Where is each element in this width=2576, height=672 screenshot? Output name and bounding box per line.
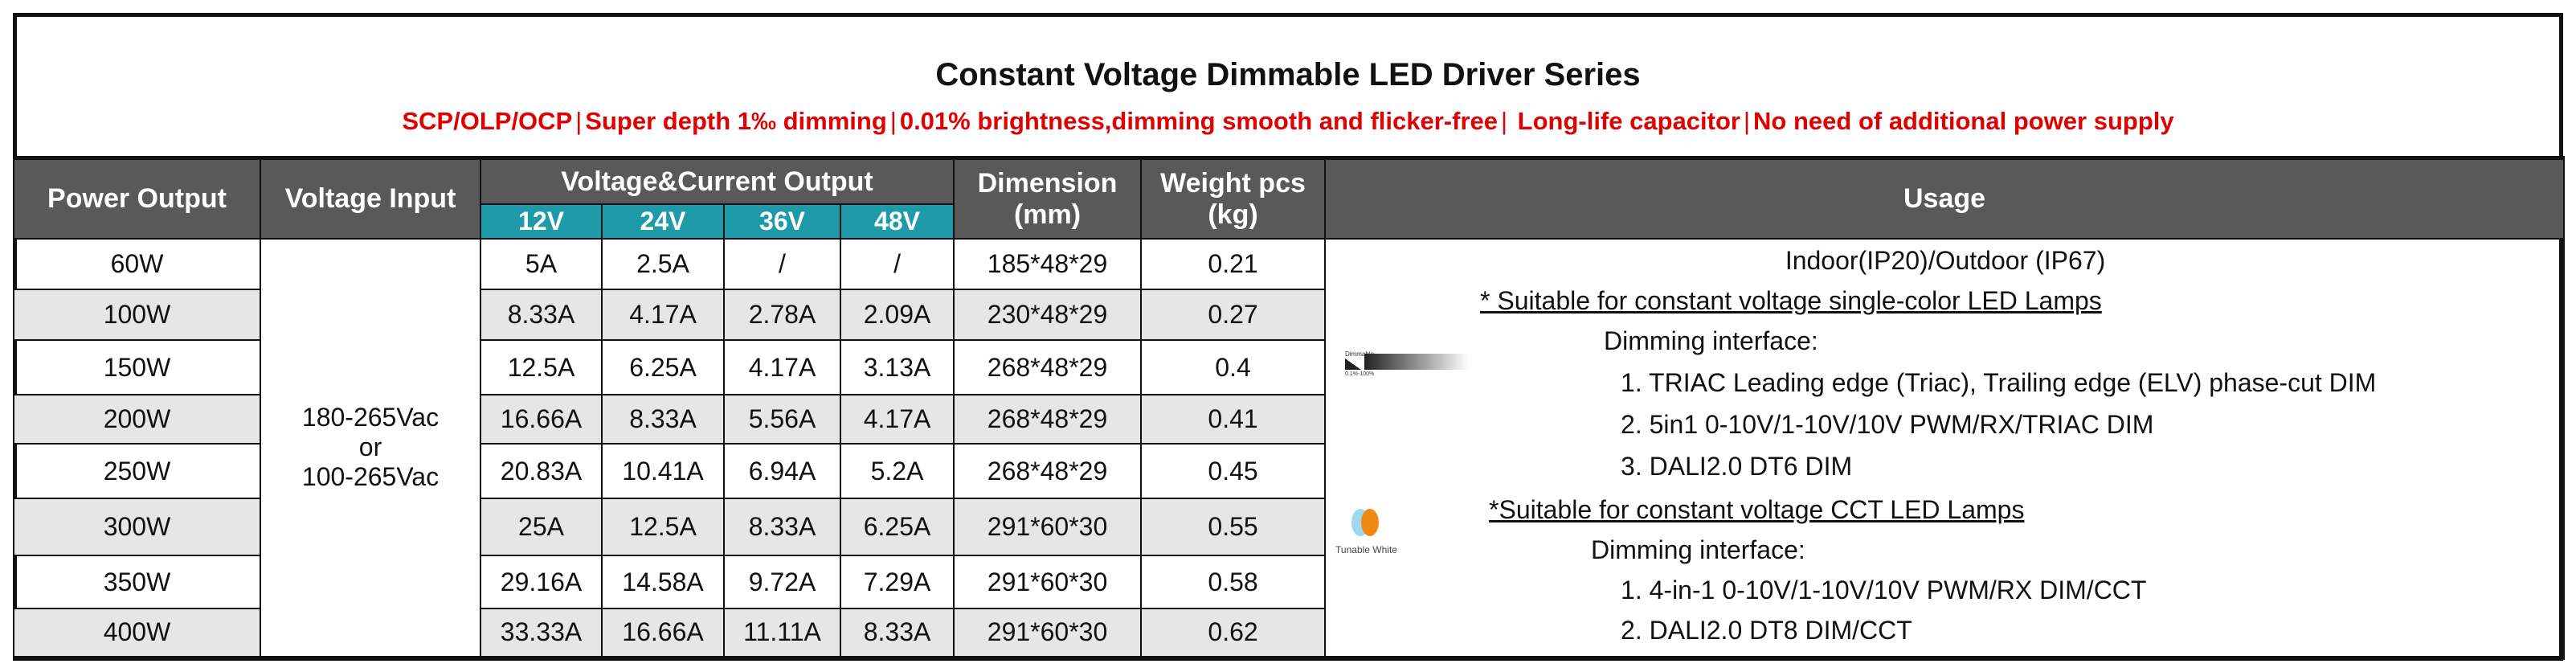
- header-36v: 36V: [723, 203, 841, 240]
- weight-cell: 0.58: [1140, 555, 1327, 609]
- dimension-cell: 291*60*30: [953, 498, 1143, 556]
- current-12v-cell: 29.16A: [480, 555, 603, 609]
- weight-cell: 0.21: [1140, 238, 1327, 290]
- current-36v-cell: 8.33A: [723, 498, 841, 556]
- power-cell: 200W: [13, 394, 261, 445]
- table-row: 100W 8.33A 4.17A 2.78A 2.09A 230*48*29 0…: [13, 289, 2564, 341]
- weight-cell: 0.45: [1140, 443, 1327, 499]
- single-color-heading: * Suitable for constant voltage single-c…: [1480, 286, 2102, 315]
- table-row: 150W 12.5A 6.25A 4.17A 3.13A 268*48*29 0…: [13, 339, 2564, 395]
- power-cell: 300W: [13, 498, 261, 556]
- current-12v-cell: 12.5A: [480, 339, 603, 395]
- current-36v-cell: 2.78A: [723, 289, 841, 341]
- dimension-cell: 291*60*30: [953, 608, 1143, 658]
- current-12v-cell: 5A: [480, 238, 603, 290]
- table-row: 400W 33.33A 16.66A 11.11A 8.33A 291*60*3…: [13, 608, 2564, 658]
- feature-list: SCP/OLP/OCP | Super depth 1‰ dimming | 0.01%…: [402, 107, 2174, 135]
- power-cell: 250W: [13, 443, 261, 499]
- weight-cell: 0.62: [1140, 608, 1327, 658]
- table-row: 350W 29.16A 14.58A 9.72A 7.29A 291*60*30…: [13, 555, 2564, 609]
- current-24v-cell: 2.5A: [601, 238, 725, 290]
- usage-cell: Indoor(IP20)/Outdoor (IP67) * Suitable f…: [1324, 238, 2566, 658]
- weight-cell: 0.41: [1140, 394, 1327, 445]
- dimension-cell: 185*48*29: [953, 238, 1143, 290]
- tunable-white-icon: Tunable White: [1335, 509, 1408, 565]
- header-24v: 24V: [601, 203, 725, 240]
- current-12v-cell: 33.33A: [480, 608, 603, 658]
- power-cell: 150W: [13, 339, 261, 395]
- current-36v-cell: 4.17A: [723, 339, 841, 395]
- current-12v-cell: 25A: [480, 498, 603, 556]
- current-24v-cell: 12.5A: [601, 498, 725, 556]
- current-36v-cell: 11.11A: [723, 608, 841, 658]
- current-24v-cell: 4.17A: [601, 289, 725, 341]
- dimension-cell: 268*48*29: [953, 443, 1143, 499]
- header-weight: Weight pcs (kg): [1140, 157, 1327, 240]
- current-24v-cell: 14.58A: [601, 555, 725, 609]
- power-cell: 350W: [13, 555, 261, 609]
- dimension-cell: 268*48*29: [953, 339, 1143, 395]
- single-item: 3. DALI2.0 DT6 DIM: [1621, 452, 1853, 481]
- feature: Long-life capacitor: [1511, 107, 1740, 135]
- page-title: Constant Voltage Dimmable LED Driver Ser…: [935, 57, 1641, 92]
- single-item: 1. TRIAC Leading edge (Triac), Trailing …: [1621, 368, 2377, 397]
- dimmable-icon: Dimmable 0.1%-100%: [1345, 350, 1522, 383]
- header-usage: Usage: [1324, 157, 2566, 240]
- cct-dimming-label: Dimming interface:: [1591, 535, 1805, 564]
- power-cell: 100W: [13, 289, 261, 341]
- cct-item: 2. DALI2.0 DT8 DIM/CCT: [1621, 616, 1912, 645]
- current-36v-cell: 9.72A: [723, 555, 841, 609]
- current-36v-cell: /: [723, 238, 841, 290]
- header-12v: 12V: [480, 203, 603, 240]
- feature: Super depth 1‰ dimming: [585, 107, 887, 135]
- current-48v-cell: 5.2A: [839, 443, 955, 499]
- current-48v-cell: 7.29A: [839, 555, 955, 609]
- current-48v-cell: /: [839, 238, 955, 290]
- current-24v-cell: 6.25A: [601, 339, 725, 395]
- voltage-input-cell: 180-265Vac or 100-265Vac: [260, 238, 481, 658]
- single-item: 2. 5in1 0-10V/1-10V/10V PWM/RX/TRIAC DIM: [1621, 410, 2154, 439]
- table-row: 250W 20.83A 10.41A 6.94A 5.2A 268*48*29 …: [13, 443, 2564, 499]
- current-48v-cell: 4.17A: [839, 394, 955, 445]
- feature: No need of additional power supply: [1753, 107, 2174, 135]
- weight-cell: 0.27: [1140, 289, 1327, 341]
- header-48v: 48V: [839, 203, 955, 240]
- ip-rating: Indoor(IP20)/Outdoor (IP67): [1785, 246, 2106, 275]
- current-36v-cell: 6.94A: [723, 443, 841, 499]
- current-12v-cell: 8.33A: [480, 289, 603, 341]
- spec-table: Power Output Voltage Input Voltage&Curre…: [13, 156, 2566, 660]
- dimension-cell: 291*60*30: [953, 555, 1143, 609]
- cct-heading: *Suitable for constant voltage CCT LED L…: [1489, 495, 2025, 524]
- current-48v-cell: 3.13A: [839, 339, 955, 395]
- current-24v-cell: 10.41A: [601, 443, 725, 499]
- current-12v-cell: 20.83A: [480, 443, 603, 499]
- feature: 0.01% brightness,dimming smooth and flic…: [899, 107, 1498, 135]
- dimension-cell: 230*48*29: [953, 289, 1143, 341]
- single-dimming-label: Dimming interface:: [1604, 326, 1818, 355]
- current-36v-cell: 5.56A: [723, 394, 841, 445]
- power-cell: 400W: [13, 608, 261, 658]
- table-row: 200W 16.66A 8.33A 5.56A 4.17A 268*48*29 …: [13, 394, 2564, 445]
- header-power-output: Power Output: [13, 157, 261, 240]
- header-dimension: Dimension (mm): [953, 157, 1143, 240]
- table-row: 300W 25A 12.5A 8.33A 6.25A 291*60*30 0.5…: [13, 498, 2564, 556]
- power-cell: 60W: [13, 238, 261, 290]
- cct-item: 1. 4-in-1 0-10V/1-10V/10V PWM/RX DIM/CCT: [1621, 576, 2147, 604]
- current-24v-cell: 8.33A: [601, 394, 725, 445]
- feature: SCP/OLP/OCP: [402, 107, 573, 135]
- header-vc-output: Voltage&Current Output: [479, 157, 955, 205]
- current-24v-cell: 16.66A: [601, 608, 725, 658]
- current-48v-cell: 8.33A: [839, 608, 955, 658]
- current-12v-cell: 16.66A: [480, 394, 603, 445]
- weight-cell: 0.55: [1140, 498, 1327, 556]
- weight-cell: 0.4: [1140, 339, 1327, 395]
- header-voltage-input: Voltage Input: [260, 157, 481, 240]
- dimension-cell: 268*48*29: [953, 394, 1143, 445]
- current-48v-cell: 2.09A: [839, 289, 955, 341]
- current-48v-cell: 6.25A: [839, 498, 955, 556]
- table-row: 60W 180-265Vac or 100-265Vac 5A 2.5A / / 18…: [13, 238, 2566, 658]
